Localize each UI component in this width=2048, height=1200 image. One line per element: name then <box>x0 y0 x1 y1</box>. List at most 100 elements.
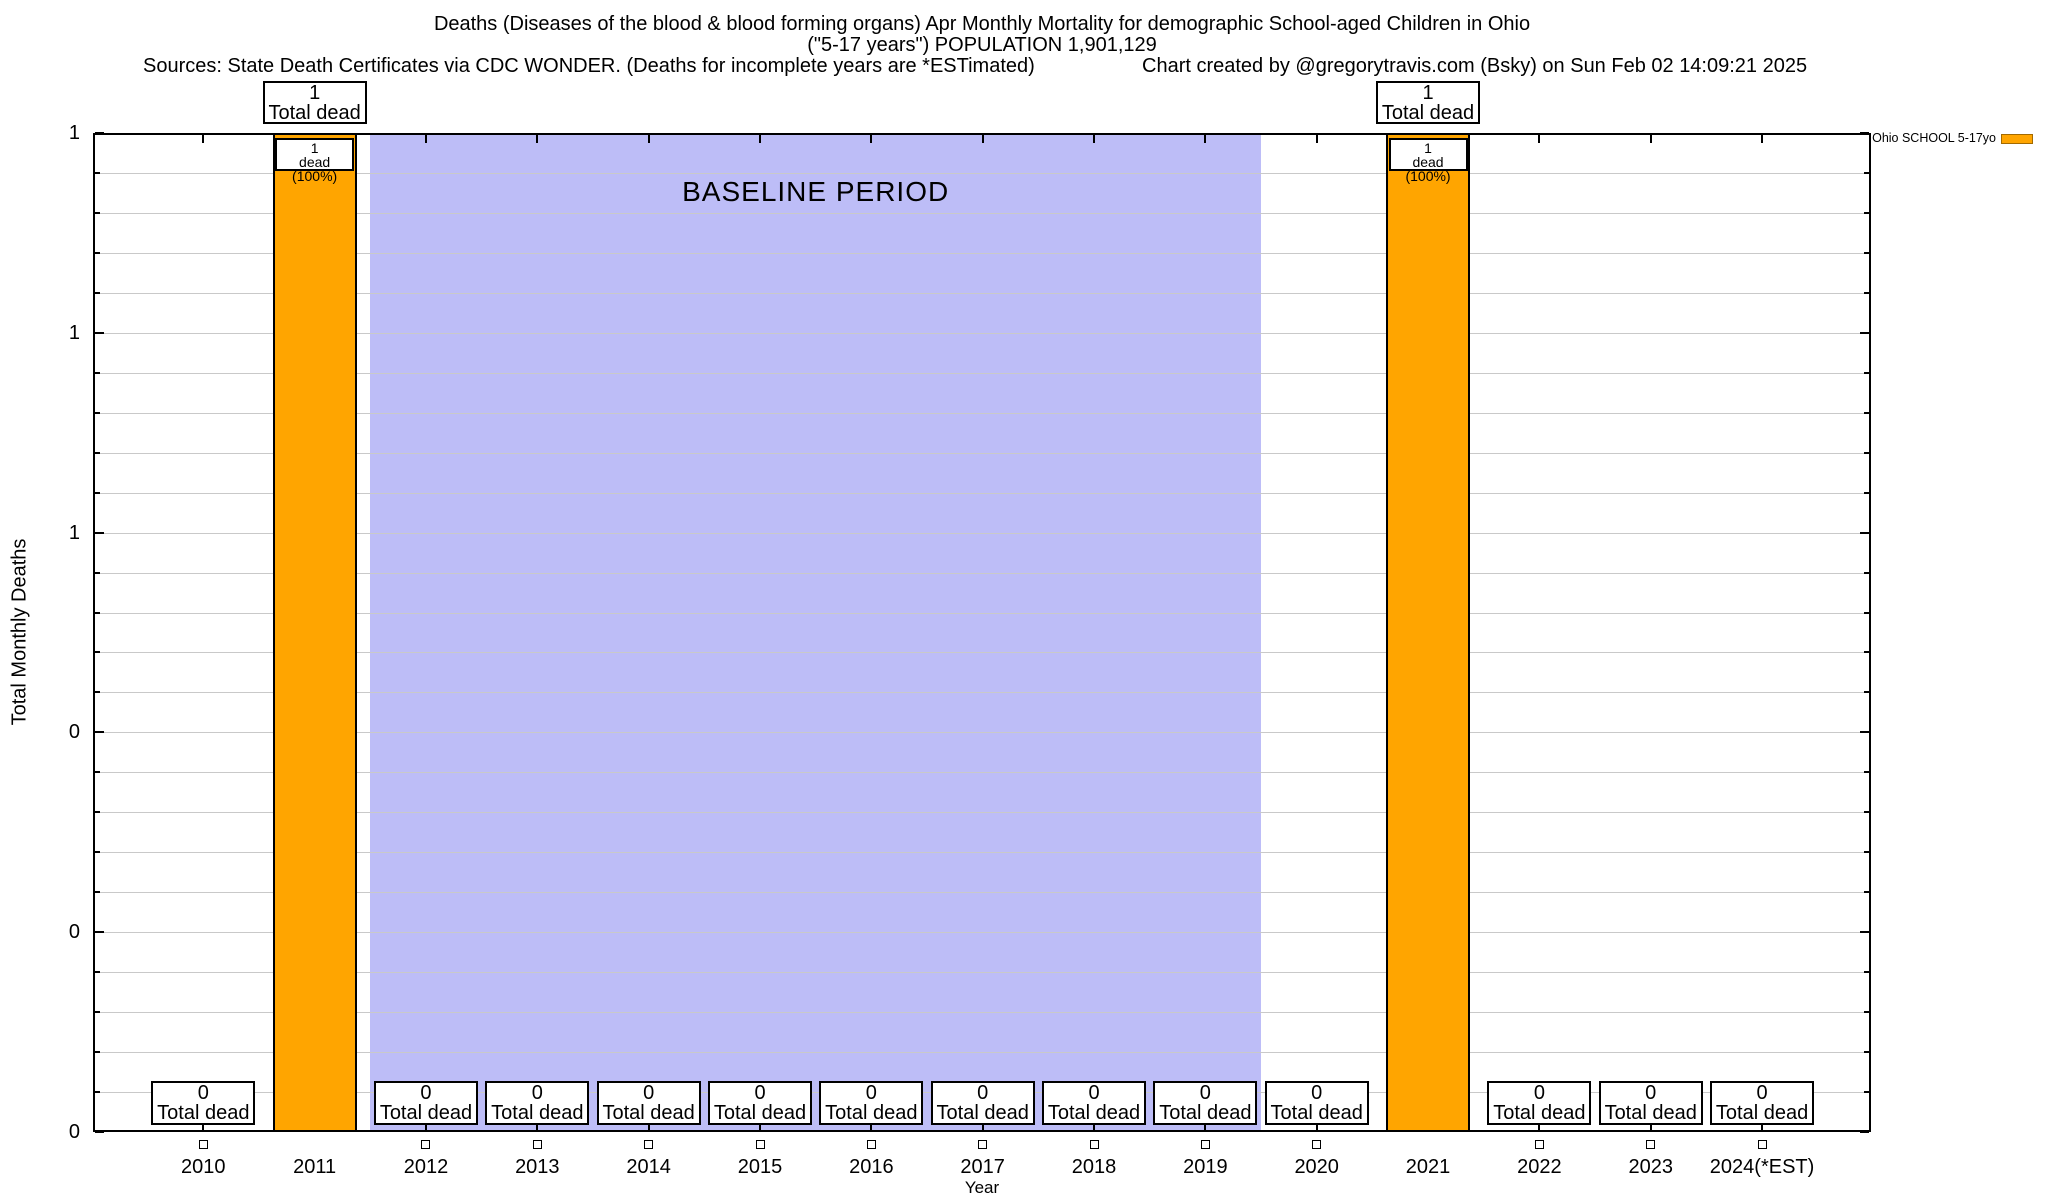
gridline <box>95 1012 1869 1014</box>
total-dead-box-2017-caption: Total dead <box>936 1102 1029 1124</box>
gridline <box>95 572 1869 574</box>
x-tick-label: 2018 <box>1071 1156 1117 1178</box>
baseline-period-band <box>370 134 1262 1131</box>
total-dead-box-2014-caption: Total dead <box>602 1102 695 1124</box>
box-stem <box>647 1125 650 1132</box>
total-dead-box-2020-caption: Total dead <box>1270 1102 1363 1124</box>
legend-series-label: Ohio SCHOOL 5-17yo <box>1872 131 1996 145</box>
gridline <box>95 332 1869 334</box>
total-dead-box-2021-value: 1 <box>1422 82 1434 104</box>
legend-swatch-icon <box>2001 134 2033 144</box>
y-tick-mark <box>1864 571 1869 574</box>
x-tick-mark <box>647 135 650 143</box>
bar-2021 <box>1386 133 1471 1132</box>
x-axis-title: Year <box>964 1178 1000 1197</box>
y-tick-mark <box>1860 1131 1869 1133</box>
gridline <box>95 172 1869 174</box>
y-tick-mark <box>95 651 100 654</box>
chart-credit: Chart created by @gregorytravis.com (Bsk… <box>1142 55 1808 77</box>
y-tick-mark <box>1864 211 1869 214</box>
x-tick-label: 2013 <box>515 1156 560 1178</box>
dead-pct-box-2011-caption: dead (100%) <box>292 154 338 184</box>
y-tick-mark <box>95 771 100 774</box>
box-stem <box>1315 1125 1318 1132</box>
zero-point-marker <box>532 1140 542 1149</box>
y-tick-label: 1 <box>68 122 80 144</box>
y-tick-label: 1 <box>68 521 80 544</box>
y-tick-mark <box>1864 771 1869 774</box>
gridline <box>95 892 1869 894</box>
y-tick-label: 1 <box>68 321 80 344</box>
total-dead-box-2019-value: 0 <box>1199 1082 1211 1104</box>
dead-pct-box-2011: 1 dead (100%) <box>275 138 355 183</box>
y-axis-title: Total Monthly Deaths <box>8 538 31 726</box>
x-tick-label: 2011 <box>293 1156 337 1178</box>
gridline <box>95 412 1869 414</box>
y-tick-mark <box>1864 371 1869 374</box>
total-dead-box-2018-value: 0 <box>1088 1082 1100 1104</box>
total-dead-box-2010-caption: Total dead <box>157 1102 250 1124</box>
baseline-period-label: BASELINE PERIOD <box>682 176 950 207</box>
zero-point-marker <box>1646 1140 1656 1149</box>
y-tick-mark <box>1864 611 1869 614</box>
y-tick-mark <box>95 1051 100 1054</box>
box-stem <box>981 1125 984 1132</box>
total-dead-box-2017-value: 0 <box>977 1082 989 1104</box>
total-dead-box-2016-value: 0 <box>865 1082 877 1104</box>
gridline <box>95 1052 1869 1054</box>
total-dead-box-2022: 0 Total dead <box>1487 1081 1592 1125</box>
zero-point-marker <box>755 1140 765 1149</box>
y-tick-mark <box>95 132 104 134</box>
y-tick-mark <box>1864 411 1869 414</box>
total-dead-box-2011-value: 1 <box>309 82 321 104</box>
y-tick-mark <box>95 531 104 534</box>
x-tick-label: 2017 <box>960 1156 1005 1178</box>
total-dead-box-2023-caption: Total dead <box>1604 1102 1697 1124</box>
y-tick-mark <box>95 211 100 214</box>
total-dead-box-2024(*EST)-caption: Total dead <box>1715 1102 1809 1124</box>
gridline <box>95 372 1869 374</box>
zero-point-marker <box>866 1140 876 1149</box>
x-tick-mark <box>981 135 984 143</box>
y-tick-mark <box>95 891 100 894</box>
total-dead-box-2014-value: 0 <box>643 1082 655 1104</box>
x-tick-mark <box>870 135 873 143</box>
chart-title-line1: Deaths (Diseases of the blood & blood fo… <box>433 13 1531 35</box>
total-dead-box-2013-value: 0 <box>531 1082 543 1104</box>
y-tick-mark <box>1864 1091 1869 1094</box>
y-tick-mark <box>95 971 100 974</box>
total-dead-box-2011-caption: Total dead <box>268 102 361 124</box>
total-dead-box-2020-value: 0 <box>1311 1082 1323 1104</box>
y-tick-mark <box>95 291 100 294</box>
chart-sources: Sources: State Death Certificates via CD… <box>143 55 1035 77</box>
x-tick-mark <box>202 135 205 143</box>
box-stem <box>1093 1125 1096 1132</box>
gridline <box>95 852 1869 854</box>
y-tick-mark <box>95 1131 104 1133</box>
zero-point-marker <box>644 1140 654 1149</box>
total-dead-box-2012-caption: Total dead <box>379 1102 473 1124</box>
gridline <box>95 532 1869 534</box>
y-tick-mark <box>95 171 100 174</box>
zero-point-marker <box>1534 1140 1544 1149</box>
y-tick-mark <box>1864 691 1869 694</box>
total-dead-box-2016: 0 Total dead <box>819 1081 924 1125</box>
y-tick-mark <box>1860 731 1869 734</box>
box-stem <box>870 1125 873 1132</box>
y-tick-label: 0 <box>68 921 80 944</box>
gridline <box>95 212 1869 214</box>
x-tick-mark <box>1649 135 1652 143</box>
y-tick-mark <box>95 731 104 734</box>
total-dead-box-2012-value: 0 <box>420 1082 432 1104</box>
gridline <box>95 292 1869 294</box>
x-tick-label: 2016 <box>849 1156 894 1178</box>
y-tick-mark <box>1864 251 1869 254</box>
x-tick-mark <box>424 135 427 143</box>
y-tick-mark <box>1864 851 1869 854</box>
total-dead-box-2012: 0 Total dead <box>373 1081 478 1125</box>
chart-title-line2: ("5-17 years") POPULATION 1,901,129 <box>807 34 1157 56</box>
y-tick-mark <box>95 691 100 694</box>
x-tick-mark <box>1538 135 1541 143</box>
total-dead-box-2018: 0 Total dead <box>1042 1081 1147 1125</box>
gridline <box>95 932 1869 934</box>
